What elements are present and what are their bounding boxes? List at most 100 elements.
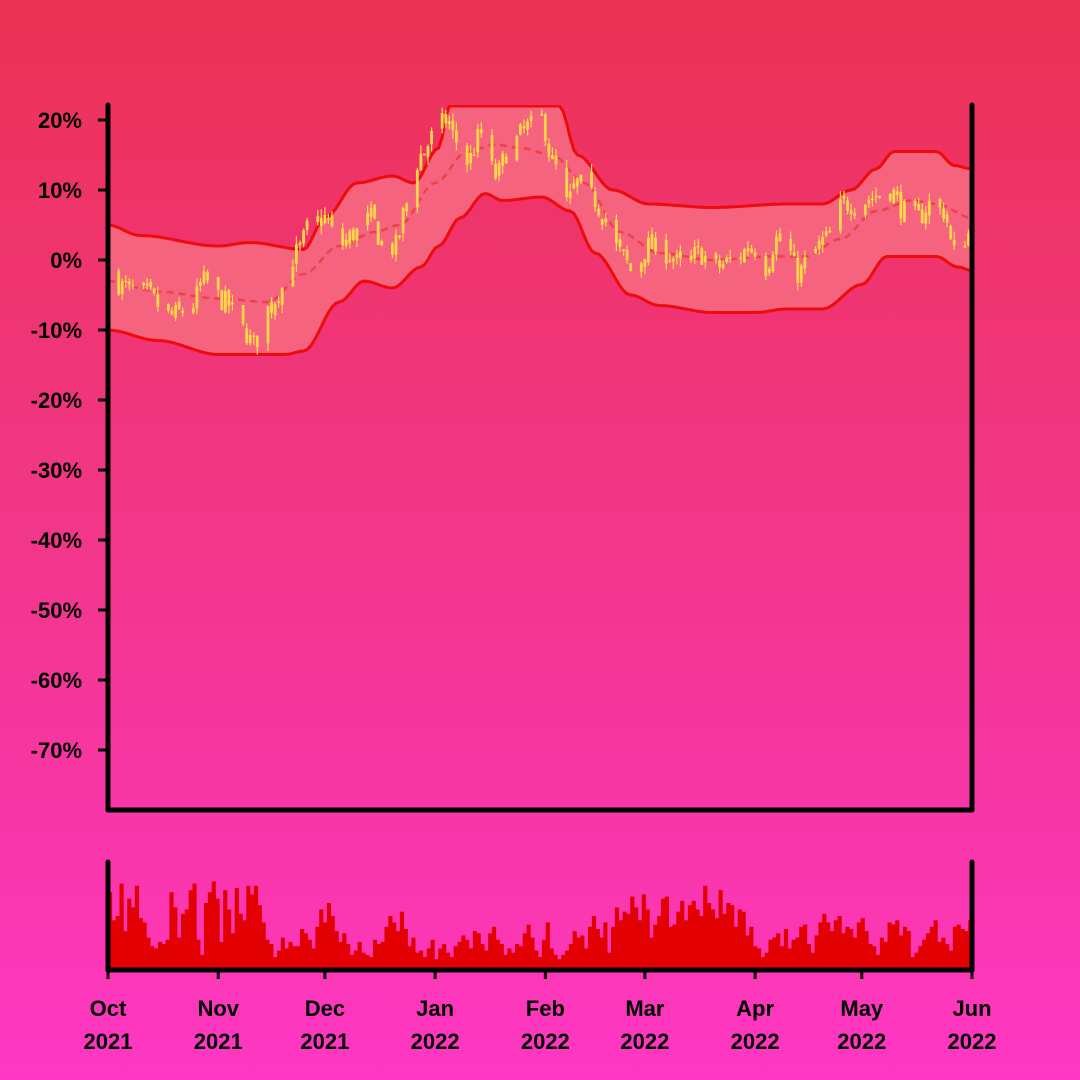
candle-body [266,305,270,344]
volume-bar [169,892,174,970]
candle-body [273,303,277,315]
x-axis-ticks: Oct 2021 Nov 2021 Dec 2021 Jan 2022 Feb 2022 Mar 20… [84,970,996,1054]
volume-bar [119,883,124,970]
volume-bar [388,916,393,970]
volume-bar [814,935,819,970]
candle-body [355,228,359,241]
volume-bar [422,957,428,970]
volume-bar [530,937,535,970]
volume-bar [718,890,723,970]
volume-bar [253,885,259,970]
candle-body [216,277,220,290]
y-tick-label: 20% [38,108,82,133]
candle-body [796,257,800,283]
volume-bar [280,937,285,970]
candle-body [302,230,305,244]
volume-bar [365,954,370,970]
x-tick-label-month: Feb [526,996,565,1021]
candle-body [629,263,633,271]
candle-body [430,131,433,145]
volume-bar [584,948,589,970]
volume-bar [300,928,305,970]
volume-bar [952,926,957,970]
candle-body [814,249,817,254]
candle-body [895,191,899,195]
volume-bar [657,916,662,970]
candle-body [554,155,558,165]
upper-band-line [108,105,972,252]
volume-bar [227,909,232,970]
y-tick-label: -10% [31,318,82,343]
volume-bar [407,946,412,970]
volume-bar [795,937,800,970]
candle-body [348,231,352,244]
candle-body [177,301,181,309]
volume-bar [868,944,873,970]
volume-bar [891,924,896,970]
volume-bar [791,939,796,970]
volume-bar [695,909,700,970]
candle-body [149,282,153,288]
volume-bar [288,941,293,970]
volume-bar [330,916,335,970]
volume-bar [580,935,585,970]
volume-bar [780,946,785,970]
volume-bar [622,911,627,970]
candle-body [938,199,942,208]
volume-bar [442,944,447,970]
volume-bar [457,941,462,970]
volume-bar [703,885,708,970]
volume-bar [127,898,132,970]
volume-bar [603,922,608,970]
candle-body [376,221,380,245]
volume-bar [192,883,197,970]
volume-bar [764,952,769,970]
candle-body [494,163,497,179]
volume-bar [753,946,758,970]
candle-body [131,285,135,287]
volume-bar [641,894,646,970]
x-tick-label-month: May [840,996,884,1021]
candle-body [615,219,618,244]
candle-body [771,254,775,272]
volume-bar [672,924,677,970]
x-tick-label-month: Apr [736,996,774,1021]
x-tick-label-year: 2022 [837,1029,886,1054]
lower-band-line [108,191,972,356]
volume-bar [772,937,777,970]
volume-bar [818,922,823,970]
y-tick-label: -50% [31,598,82,623]
volume-bar [445,952,451,970]
candle-body [142,282,145,285]
candle-body [252,335,256,338]
volume-bar [503,954,508,970]
volume-bar [545,922,550,970]
volume-bar [484,950,489,970]
candle-body [654,237,657,252]
volume-bar [634,907,639,970]
volume-bar [680,900,685,970]
candle-body [917,204,921,211]
candle-body [600,219,604,225]
candle-body [821,237,825,245]
volume-bar [480,944,485,970]
volume-bar [426,948,431,970]
candle-body [305,220,309,230]
candle-body [366,213,369,225]
volume-bar [142,922,147,970]
volume-bar [826,922,831,970]
candle-body [817,240,821,249]
volume-bar [864,931,869,970]
candle-body [799,265,803,283]
volume-bar [588,926,593,970]
volume-bar [749,926,754,970]
volume-bar [468,948,474,970]
candle-body [945,214,949,223]
x-tick-label-year: 2022 [411,1029,460,1054]
candle-body [952,239,956,246]
volume-bar [296,946,301,970]
candle-body [501,153,505,166]
candle-body [341,228,345,246]
volume-bar [200,954,205,970]
